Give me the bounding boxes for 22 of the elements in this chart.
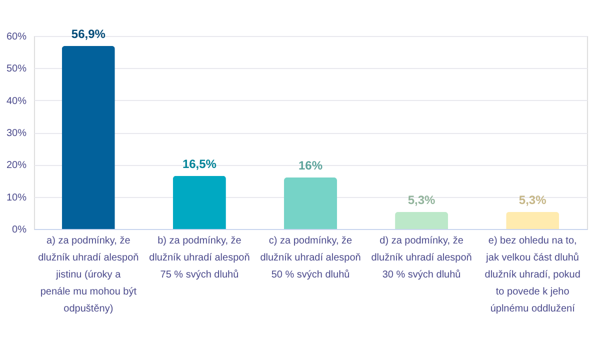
x-tick-label: e) bez ohledu na to, jak velkou část dluhů dlužník uhradí, pokud to povede k jeho úplnému oddlužení: [484, 236, 580, 314]
x-tick-label: d) za podmínky, že dlužník uhradí alespoň 30 % svých dluhů: [371, 236, 472, 280]
y-tick-label: 50%: [6, 64, 27, 75]
data-label: 16,5%: [182, 156, 217, 171]
x-tick-label: c) za podmínky, že dlužník uhradí alespoň 50 % svých dluhů: [260, 236, 361, 280]
bar: [172, 176, 226, 229]
y-tick-label: 30%: [6, 128, 27, 139]
y-tick-label: 40%: [6, 96, 27, 107]
x-tick-label: b) za podmínky, že dlužník uhradí alespoň 75 % svých dluhů: [149, 236, 250, 280]
bar: [395, 212, 448, 229]
data-label: 56,9%: [71, 26, 106, 41]
y-tick-label: 10%: [6, 192, 27, 204]
y-tick-label: 60%: [6, 32, 27, 42]
bar: [506, 212, 560, 229]
bar: [284, 178, 337, 229]
y-tick-label: 0%: [12, 224, 27, 236]
x-tick-label: a) za podmínky, že dlužník uhradí alespoň jistinu (úroky a penále mu mohou být odpuštěny): [38, 236, 139, 314]
data-label: 5,3%: [408, 192, 436, 207]
bar: [62, 46, 115, 229]
data-label: 5,3%: [518, 192, 547, 207]
y-tick-label: 20%: [6, 160, 27, 172]
data-label: 16%: [298, 158, 323, 173]
